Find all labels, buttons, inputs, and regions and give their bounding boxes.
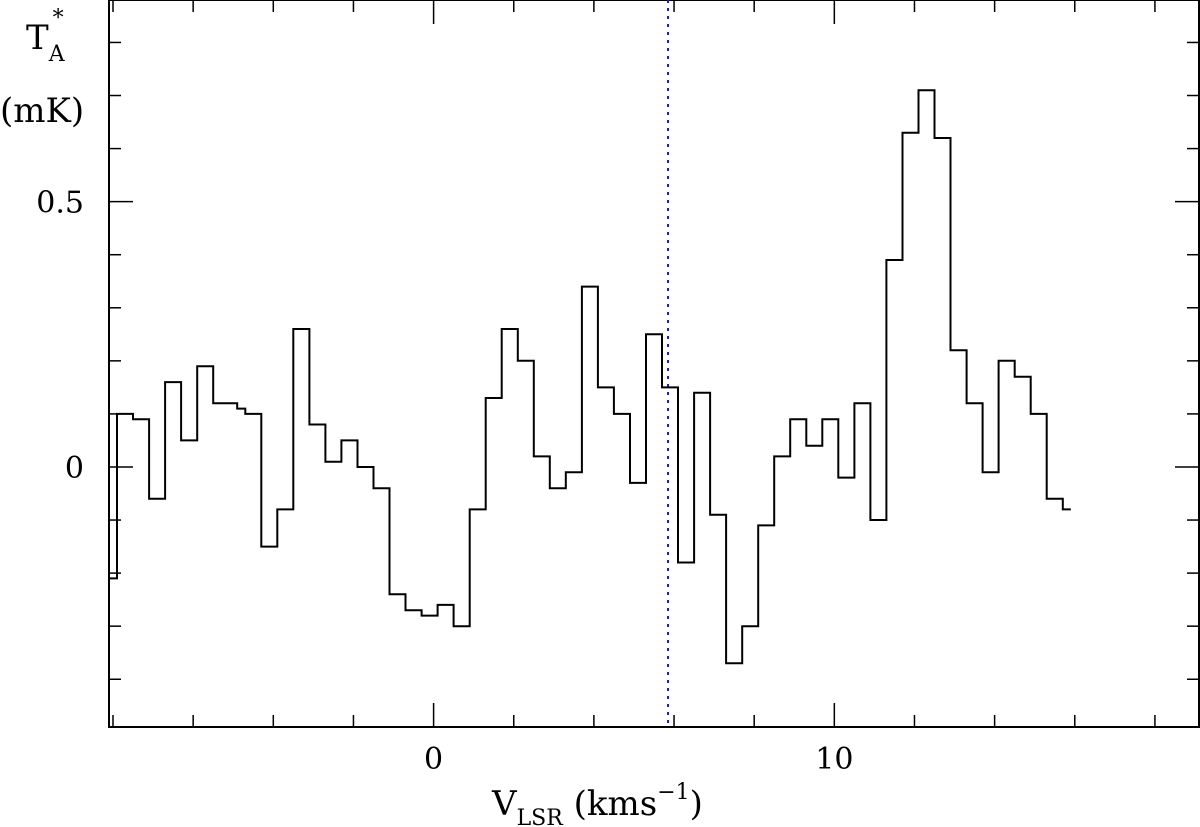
x-axis-subscript: LSR bbox=[517, 806, 565, 827]
x-axis-symbol: V bbox=[491, 784, 518, 824]
y-tick-label: 0.5 bbox=[36, 186, 84, 221]
y-axis-label: TA * bbox=[26, 6, 66, 67]
x-axis-units-close: ) bbox=[690, 784, 703, 824]
axis-ticks bbox=[109, 0, 1199, 727]
tick-labels: 0 10 0 0.5 bbox=[36, 186, 853, 777]
x-axis-label: VLSR (kms−1) bbox=[491, 780, 703, 827]
y-tick-label: 0 bbox=[65, 451, 84, 486]
y-axis-symbol: T bbox=[26, 18, 49, 58]
y-axis-superscript: * bbox=[53, 6, 64, 31]
x-tick-label: 10 bbox=[815, 742, 853, 777]
y-axis-units: (mK) bbox=[0, 91, 84, 131]
y-axis-subscript: A bbox=[48, 42, 66, 67]
x-axis-units-exponent: −1 bbox=[657, 780, 689, 805]
x-axis-units: (kms bbox=[563, 784, 657, 824]
spectrum-series-line bbox=[109, 89, 1071, 665]
x-tick-label: 0 bbox=[424, 742, 443, 777]
plot-frame bbox=[108, 0, 1200, 728]
